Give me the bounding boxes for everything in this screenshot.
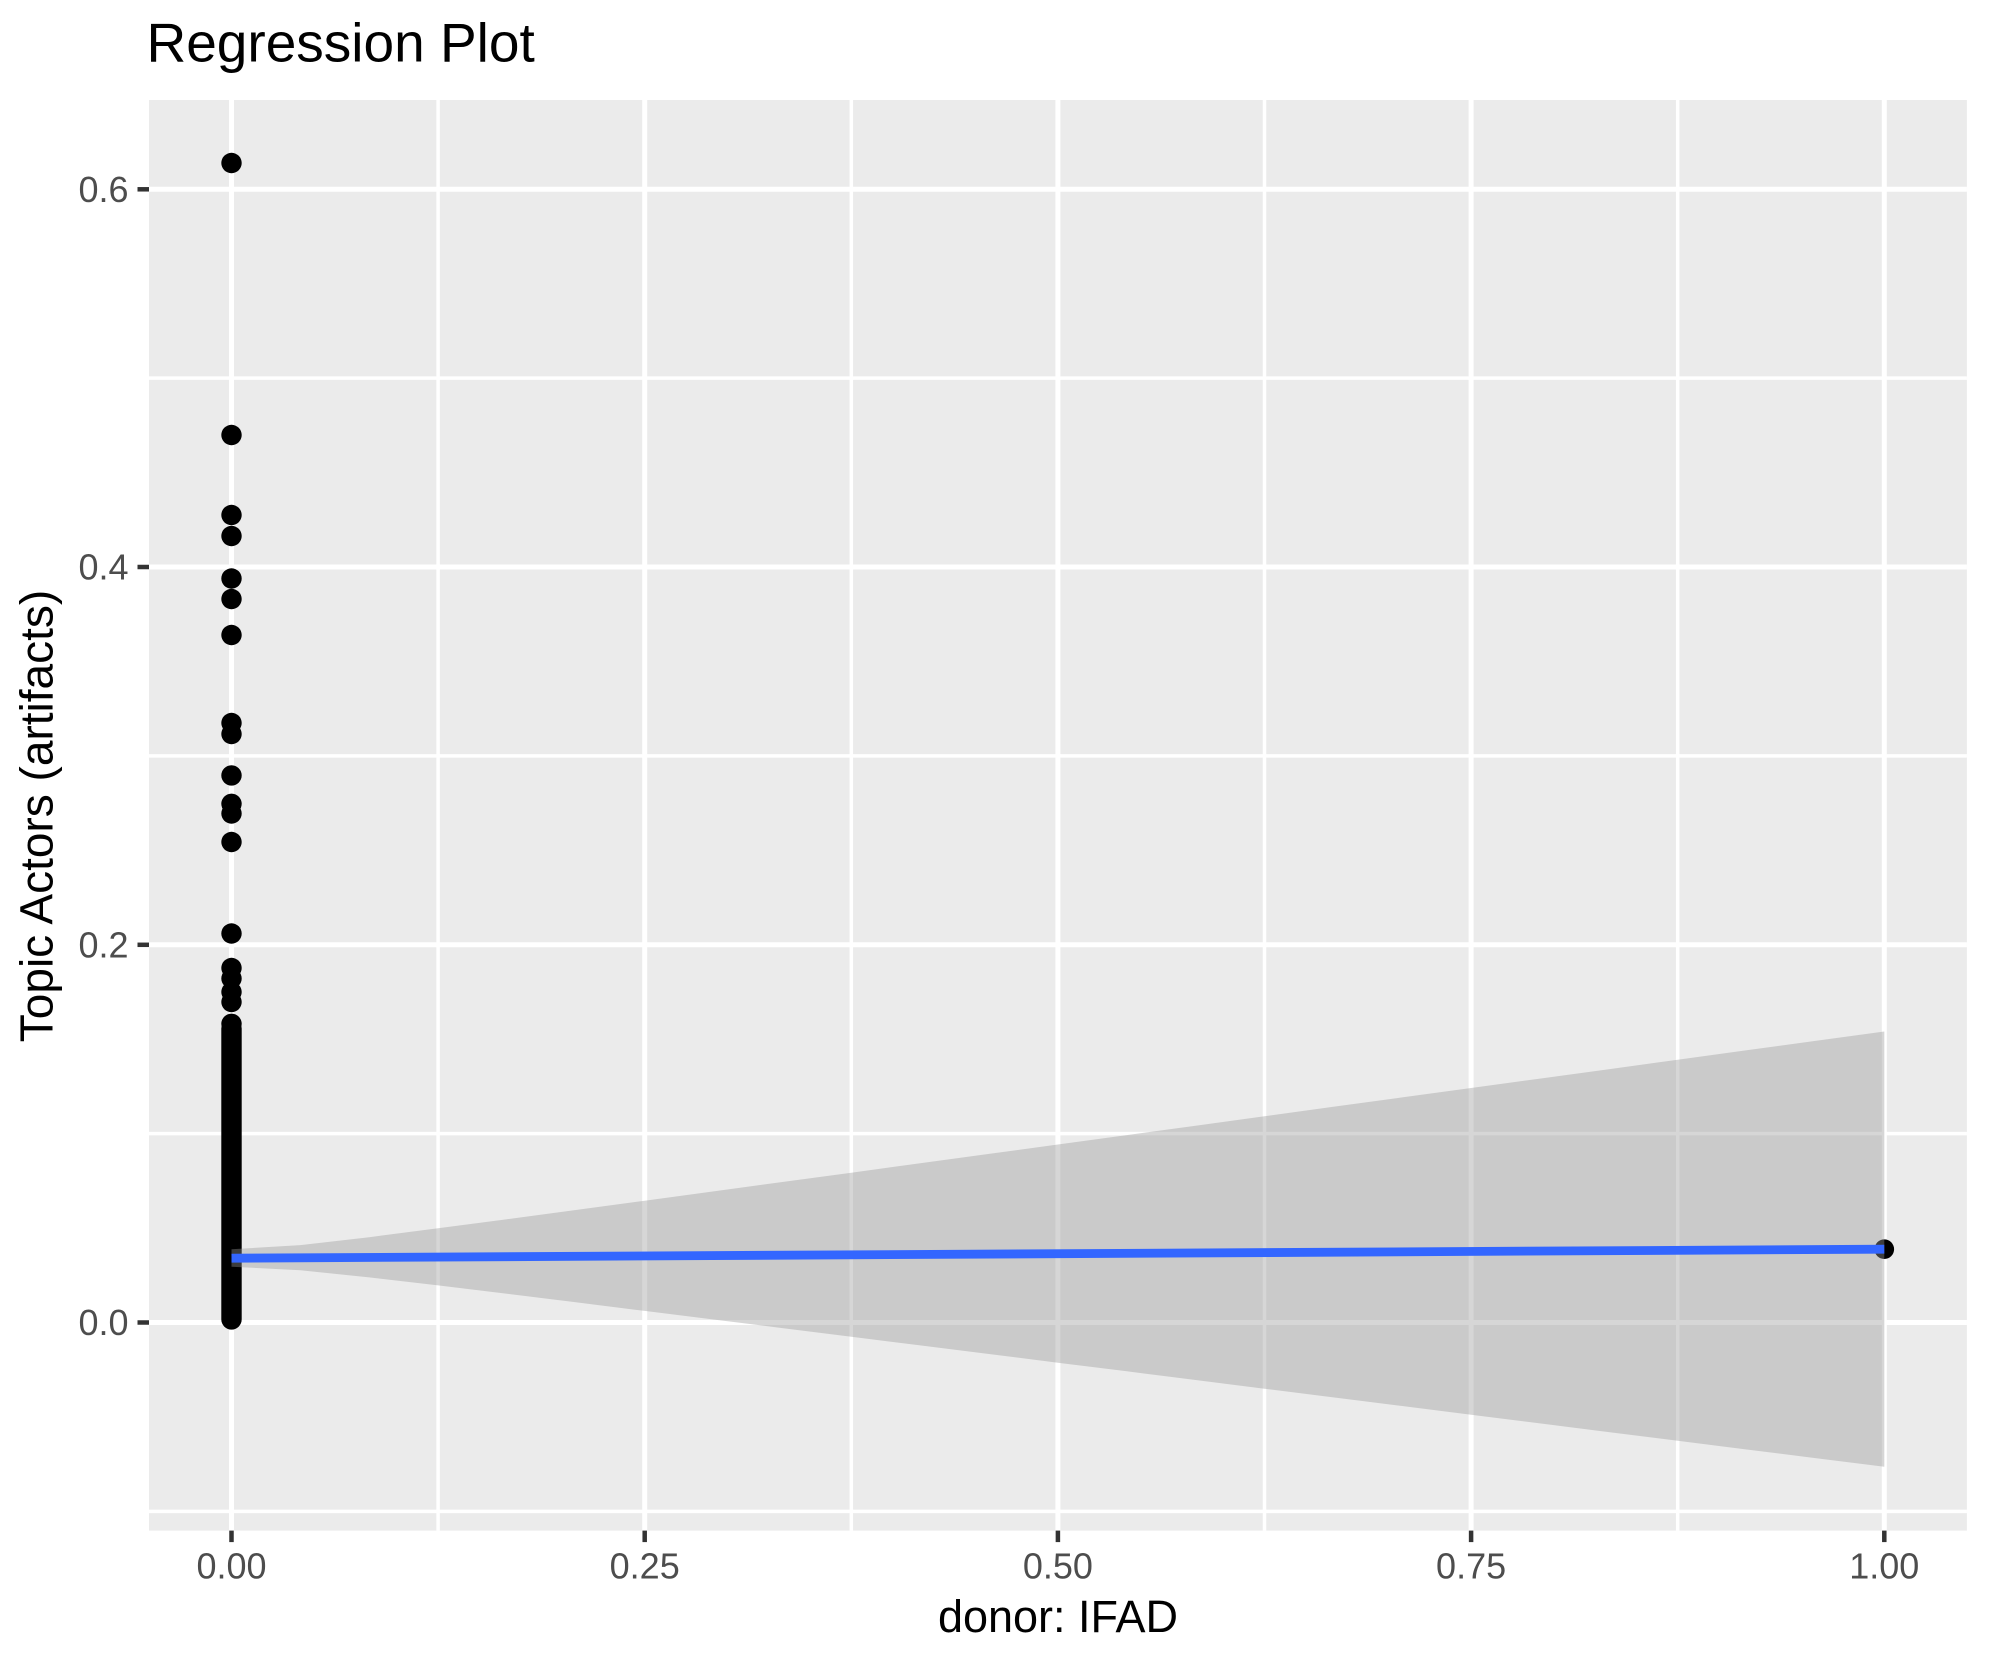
svg-text:0.0: 0.0 <box>78 1302 128 1343</box>
svg-text:0.00: 0.00 <box>196 1545 266 1586</box>
svg-text:donor: IFAD: donor: IFAD <box>938 1591 1178 1642</box>
svg-text:1.00: 1.00 <box>1849 1545 1919 1586</box>
svg-text:0.4: 0.4 <box>78 547 128 588</box>
svg-text:0.2: 0.2 <box>78 924 128 965</box>
svg-text:Regression Plot: Regression Plot <box>147 12 535 74</box>
svg-text:0.75: 0.75 <box>1436 1545 1506 1586</box>
svg-text:0.50: 0.50 <box>1023 1545 1093 1586</box>
svg-text:Topic Actors (artifacts): Topic Actors (artifacts) <box>11 590 63 1042</box>
svg-text:0.25: 0.25 <box>610 1545 680 1586</box>
svg-text:0.6: 0.6 <box>78 169 128 210</box>
